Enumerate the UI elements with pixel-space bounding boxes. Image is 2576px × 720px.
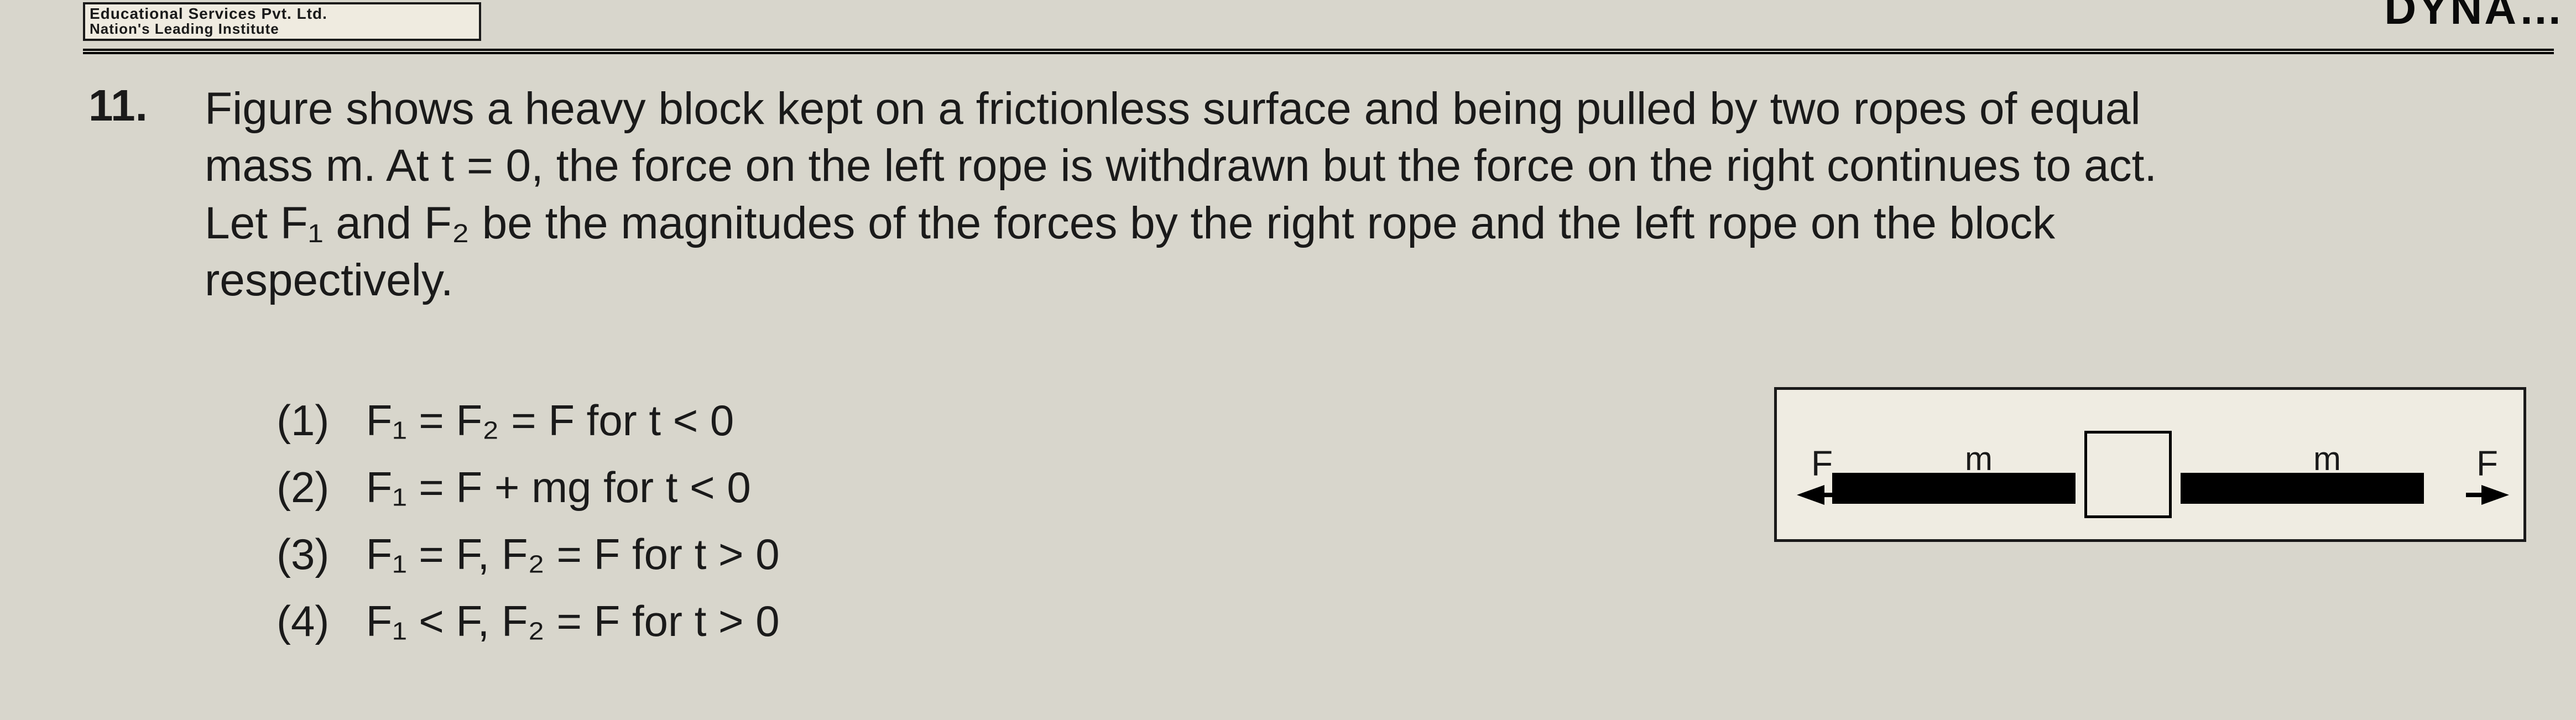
question-line-4: respectively. [205,252,2543,309]
right-arrow-icon [2481,485,2509,505]
heavy-block [2084,431,2172,518]
option-2-number: (2) [277,454,354,521]
option-1-number: (1) [277,387,354,454]
option-4: (4) F₁ < F, F₂ = F for t > 0 [277,588,780,655]
left-rope [1832,473,2076,504]
option-3-text: F₁ = F, F₂ = F for t > 0 [366,530,780,578]
banner-line-2: Nation's Leading Institute [90,22,474,36]
option-1: (1) F₁ = F₂ = F for t < 0 [277,387,780,454]
page: Educational Services Pvt. Ltd. Nation's … [0,0,2576,720]
right-rope-mass-label: m [2313,440,2341,478]
option-1-text: F₁ = F₂ = F for t < 0 [366,396,734,445]
question-line-1: Figure shows a heavy block kept on a fri… [205,80,2543,137]
chapter-title-partial: DYNA… [2384,0,2565,34]
left-rope-mass-label: m [1965,440,1993,478]
publisher-banner: Educational Services Pvt. Ltd. Nation's … [83,2,481,41]
right-rope [2181,473,2424,504]
answer-options: (1) F₁ = F₂ = F for t < 0 (2) F₁ = F + m… [277,387,780,655]
option-2-text: F₁ = F + mg for t < 0 [366,463,751,512]
question-line-2: mass m. At t = 0, the force on the left … [205,137,2543,194]
question-text: Figure shows a heavy block kept on a fri… [205,80,2543,309]
banner-line-1: Educational Services Pvt. Ltd. [90,6,474,22]
question-number: 11. [88,80,148,131]
left-force-label: F [1811,443,1833,484]
figure-inner: F m m F [1777,390,2523,539]
horizontal-rule [83,49,2554,54]
option-4-text: F₁ < F, F₂ = F for t > 0 [366,597,780,645]
option-3-number: (3) [277,521,354,588]
right-force-label: F [2476,443,2498,484]
option-2: (2) F₁ = F + mg for t < 0 [277,454,780,521]
option-4-number: (4) [277,588,354,655]
option-3: (3) F₁ = F, F₂ = F for t > 0 [277,521,780,588]
figure-box: F m m F [1774,387,2526,542]
question-line-3: Let F₁ and F₂ be the magnitudes of the f… [205,195,2543,252]
